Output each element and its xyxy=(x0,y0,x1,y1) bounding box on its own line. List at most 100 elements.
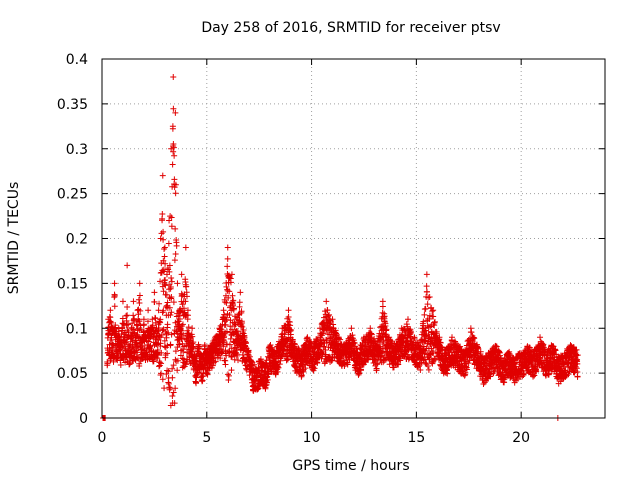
data-point xyxy=(165,380,172,387)
data-point xyxy=(176,316,183,323)
data-point xyxy=(196,344,203,351)
data-point xyxy=(112,324,119,331)
data-point xyxy=(172,385,179,392)
data-point xyxy=(573,365,580,372)
data-point xyxy=(180,348,187,355)
data-point xyxy=(428,304,435,311)
data-point xyxy=(154,328,161,335)
data-point xyxy=(430,313,437,320)
data-point xyxy=(223,299,230,306)
data-point xyxy=(171,400,178,407)
data-point xyxy=(224,263,231,270)
data-point xyxy=(477,348,484,355)
data-point xyxy=(240,326,247,333)
data-point xyxy=(130,298,137,305)
data-point xyxy=(423,283,430,290)
data-point xyxy=(313,337,320,344)
data-point xyxy=(165,240,172,247)
data-point xyxy=(184,312,191,319)
data-point xyxy=(204,370,211,377)
data-point xyxy=(182,298,189,305)
data-point xyxy=(574,373,581,380)
data-point xyxy=(168,223,175,230)
data-point xyxy=(224,255,231,262)
data-point xyxy=(463,366,470,373)
data-point xyxy=(108,334,115,341)
data-point xyxy=(162,260,169,267)
data-point xyxy=(134,307,141,314)
data-point xyxy=(274,368,281,375)
data-point xyxy=(130,312,137,319)
data-point xyxy=(134,349,141,356)
data-point xyxy=(172,356,179,363)
data-point xyxy=(172,250,179,257)
data-point xyxy=(225,372,232,379)
data-point xyxy=(159,327,166,334)
data-point xyxy=(154,341,161,348)
data-point xyxy=(526,344,533,351)
data-point xyxy=(217,355,224,362)
data-point xyxy=(377,345,384,352)
data-point xyxy=(167,311,174,318)
data-point xyxy=(161,246,168,253)
data-point xyxy=(562,371,569,378)
data-point xyxy=(123,317,130,324)
data-point xyxy=(574,360,581,367)
data-point xyxy=(179,301,186,308)
y-tick-label: 0.25 xyxy=(57,187,88,203)
data-point xyxy=(404,323,411,330)
data-point xyxy=(520,370,527,377)
data-point xyxy=(291,341,298,348)
data-point xyxy=(444,370,451,377)
data-point xyxy=(233,349,240,356)
data-point xyxy=(124,304,131,311)
data-point xyxy=(104,331,111,338)
data-point xyxy=(422,347,429,354)
x-tick-label: 0 xyxy=(98,430,107,446)
data-point xyxy=(160,257,167,264)
data-point xyxy=(520,371,527,378)
data-point xyxy=(161,244,168,251)
data-point xyxy=(358,366,365,373)
data-point xyxy=(166,268,173,275)
data-point xyxy=(222,361,229,368)
data-point xyxy=(212,358,219,365)
data-point xyxy=(284,338,291,345)
data-point xyxy=(130,326,137,333)
data-point xyxy=(379,298,386,305)
data-point xyxy=(426,294,433,301)
data-point xyxy=(562,367,569,374)
data-point xyxy=(161,385,168,392)
data-point xyxy=(170,144,177,151)
data-point xyxy=(325,312,332,319)
data-point xyxy=(158,360,165,367)
data-point xyxy=(175,341,182,348)
data-point xyxy=(164,350,171,357)
data-point xyxy=(224,244,231,251)
data-point xyxy=(222,321,229,328)
data-point xyxy=(111,292,118,299)
data-point xyxy=(158,230,165,237)
data-point xyxy=(235,357,242,364)
data-point xyxy=(221,311,228,318)
data-point xyxy=(403,321,410,328)
data-point xyxy=(395,361,402,368)
data-point xyxy=(361,337,368,344)
data-point xyxy=(540,341,547,348)
data-point xyxy=(172,109,179,116)
data-point xyxy=(155,325,162,332)
data-point xyxy=(167,283,174,290)
chart-title: Day 258 of 2016, SRMTID for receiver pts… xyxy=(201,20,500,36)
data-point xyxy=(126,361,133,368)
data-point xyxy=(182,244,189,251)
data-point xyxy=(433,328,440,335)
data-point xyxy=(151,298,158,305)
data-point xyxy=(307,339,314,346)
data-point xyxy=(158,370,165,377)
data-point xyxy=(288,327,295,334)
data-point xyxy=(108,323,115,330)
y-tick-label: 0 xyxy=(79,411,88,427)
data-point xyxy=(242,339,249,346)
data-point xyxy=(174,357,181,364)
data-point xyxy=(119,298,126,305)
